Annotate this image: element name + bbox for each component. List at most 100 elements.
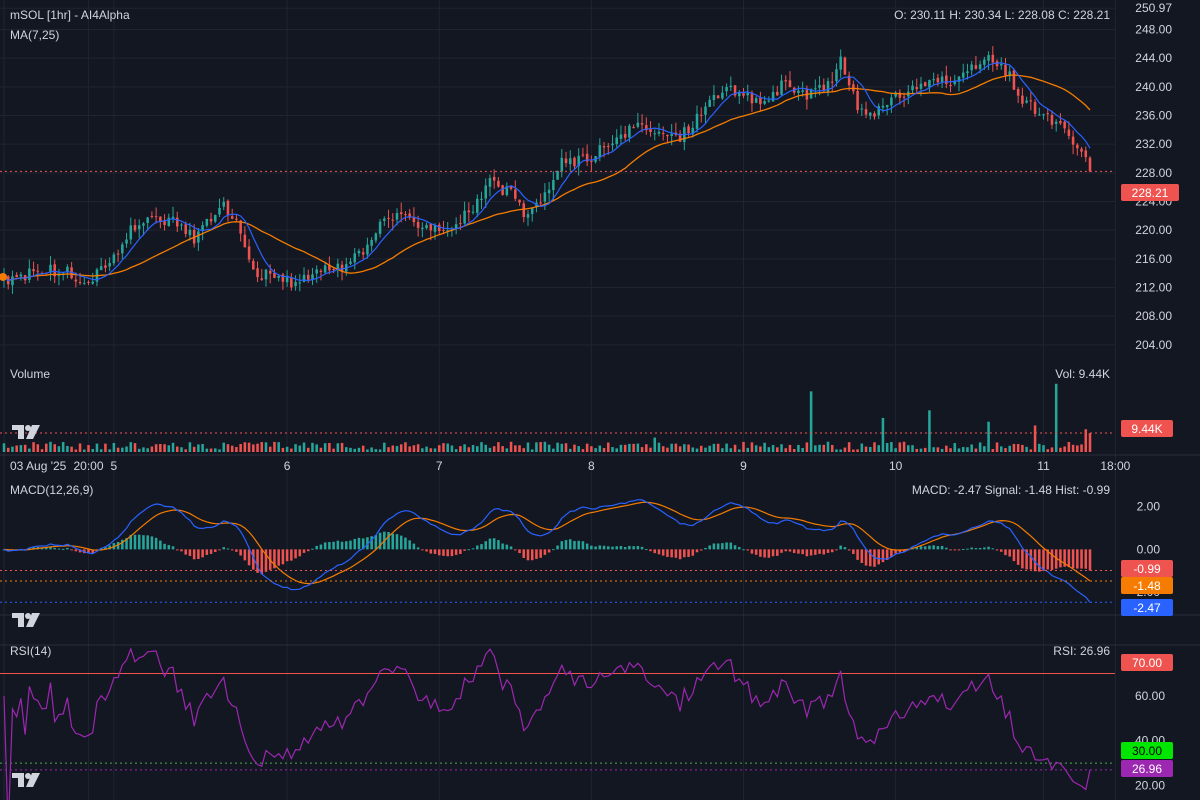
candle-body[interactable] <box>167 217 171 226</box>
candle-body[interactable] <box>822 84 826 92</box>
volume-bar[interactable] <box>923 447 927 452</box>
candle-body[interactable] <box>197 231 200 243</box>
candle-body[interactable] <box>243 234 247 248</box>
candle-body[interactable] <box>902 96 906 98</box>
volume-bar[interactable] <box>678 446 682 452</box>
volume-bar[interactable] <box>129 442 133 452</box>
candle-body[interactable] <box>1029 100 1033 102</box>
candle-body[interactable] <box>649 129 652 133</box>
candle-body[interactable] <box>670 133 673 136</box>
volume-bar[interactable] <box>476 446 479 452</box>
volume-bar[interactable] <box>361 445 365 452</box>
candle-body[interactable] <box>585 153 589 162</box>
volume-bar[interactable] <box>1033 425 1037 452</box>
volume-bar[interactable] <box>201 444 204 452</box>
volume-bar[interactable] <box>323 443 327 452</box>
volume-bar[interactable] <box>171 442 175 452</box>
volume-bar[interactable] <box>966 447 969 452</box>
candle-body[interactable] <box>492 176 496 181</box>
volume-bar[interactable] <box>590 446 593 452</box>
candle-body[interactable] <box>332 269 335 271</box>
volume-bar[interactable] <box>526 442 530 452</box>
volume-bar[interactable] <box>552 448 555 452</box>
volume-bar[interactable] <box>125 446 128 452</box>
candle-body[interactable] <box>99 266 103 271</box>
volume-bar[interactable] <box>209 448 213 452</box>
volume-bar[interactable] <box>573 444 576 452</box>
candle-body[interactable] <box>957 76 961 82</box>
volume-bar[interactable] <box>860 443 864 452</box>
volume-bar[interactable] <box>243 442 247 452</box>
candle-body[interactable] <box>767 100 771 102</box>
volume-bar[interactable] <box>839 449 842 452</box>
candle-body[interactable] <box>488 178 492 187</box>
candle-body[interactable] <box>121 244 124 254</box>
candle-body[interactable] <box>150 216 154 218</box>
volume-bar[interactable] <box>670 443 673 452</box>
volume-bar[interactable] <box>628 443 631 452</box>
candle-body[interactable] <box>459 223 462 225</box>
volume-bar[interactable] <box>957 448 961 452</box>
candle-body[interactable] <box>949 84 952 86</box>
volume-bar[interactable] <box>890 442 893 452</box>
candle-body[interactable] <box>742 93 745 96</box>
volume-bar[interactable] <box>28 448 31 452</box>
candle-body[interactable] <box>49 264 52 273</box>
volume-bar[interactable] <box>518 445 521 452</box>
volume-bar[interactable] <box>805 442 809 452</box>
volume-bar[interactable] <box>256 443 259 452</box>
volume-bar[interactable] <box>99 449 103 452</box>
volume-bar[interactable] <box>433 448 437 452</box>
volume-bar[interactable] <box>699 445 703 452</box>
candle-body[interactable] <box>471 211 475 213</box>
candle-body[interactable] <box>463 210 466 224</box>
candle-body[interactable] <box>509 186 513 189</box>
candle-body[interactable] <box>547 189 551 194</box>
candle-body[interactable] <box>759 97 762 105</box>
volume-bar[interactable] <box>146 448 149 452</box>
candle-body[interactable] <box>302 274 306 282</box>
volume-bar[interactable] <box>564 443 568 452</box>
candle-body[interactable] <box>628 125 631 138</box>
candle-body[interactable] <box>1008 71 1011 77</box>
volume-bar[interactable] <box>649 447 652 452</box>
volume-bar[interactable] <box>91 449 95 452</box>
volume-bar[interactable] <box>235 447 238 452</box>
volume-bar[interactable] <box>509 441 513 452</box>
volume-bar[interactable] <box>57 446 61 452</box>
volume-bar[interactable] <box>945 445 948 452</box>
candle-body[interactable] <box>953 80 957 85</box>
volume-bar[interactable] <box>556 442 559 452</box>
volume-bar[interactable] <box>268 446 272 452</box>
volume-bar[interactable] <box>192 446 196 452</box>
volume-bar[interactable] <box>1046 449 1050 452</box>
volume-bar[interactable] <box>885 442 889 452</box>
volume-bar[interactable] <box>294 444 297 452</box>
candle-body[interactable] <box>1071 136 1075 145</box>
candle-body[interactable] <box>754 98 758 103</box>
candle-body[interactable] <box>1067 129 1071 136</box>
candle-body[interactable] <box>560 157 564 172</box>
candle-body[interactable] <box>412 216 416 223</box>
candle-body[interactable] <box>336 263 340 270</box>
candle-body[interactable] <box>87 281 90 283</box>
candle-body[interactable] <box>268 270 272 274</box>
volume-bar[interactable] <box>36 444 40 452</box>
volume-bar[interactable] <box>974 448 978 452</box>
candle-body[interactable] <box>163 220 166 225</box>
candle-body[interactable] <box>133 225 137 231</box>
volume-bar[interactable] <box>721 448 724 452</box>
candle-body[interactable] <box>1084 150 1088 158</box>
volume-bar[interactable] <box>877 445 880 452</box>
volume-bar[interactable] <box>784 448 788 452</box>
volume-bar[interactable] <box>442 443 445 452</box>
candle-body[interactable] <box>1012 70 1016 90</box>
candle-body[interactable] <box>856 90 859 111</box>
volume-bar[interactable] <box>759 446 762 452</box>
volume-bar[interactable] <box>894 448 897 452</box>
volume-bar[interactable] <box>311 442 314 452</box>
candle-body[interactable] <box>442 229 445 231</box>
candle-body[interactable] <box>699 114 703 116</box>
candle-body[interactable] <box>1088 157 1092 172</box>
volume-bar[interactable] <box>163 444 166 452</box>
